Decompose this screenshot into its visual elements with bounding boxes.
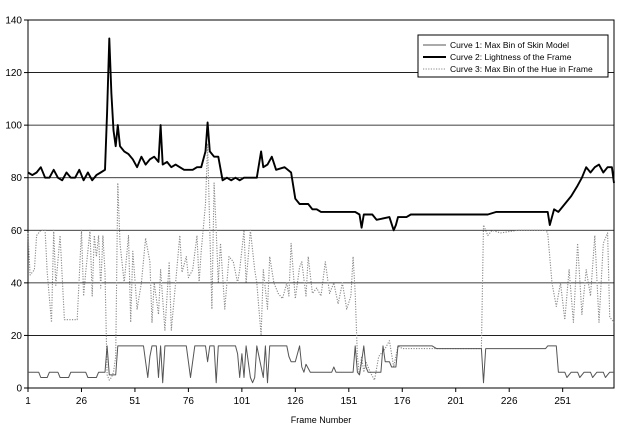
x-tick-label: 26 bbox=[76, 396, 88, 407]
x-tick-label: 226 bbox=[501, 396, 518, 407]
series-line-2 bbox=[27, 37, 615, 232]
y-tick-label: 0 bbox=[16, 384, 22, 395]
y-tick-label: 140 bbox=[5, 16, 22, 27]
y-tick-label: 20 bbox=[11, 331, 23, 342]
x-tick-label: 1 bbox=[25, 396, 31, 407]
series-line-1 bbox=[28, 345, 614, 384]
x-tick-label: 101 bbox=[234, 396, 251, 407]
x-tick-label: 251 bbox=[554, 396, 571, 407]
y-tick-label: 60 bbox=[11, 226, 23, 237]
x-axis: 1 26 51 76 101 126 151 176 201 226 251 bbox=[25, 388, 571, 407]
series-layer bbox=[27, 37, 615, 384]
x-tick-label: 201 bbox=[447, 396, 464, 407]
y-tick-label: 80 bbox=[11, 173, 23, 184]
legend-label-2: Curve 2: Lightness of the Frame bbox=[450, 52, 572, 62]
y-axis: 0 20 40 60 80 100 120 140 bbox=[5, 16, 28, 395]
plot-frame bbox=[27, 19, 615, 389]
y-tick-label: 40 bbox=[11, 278, 23, 289]
x-tick-label: 176 bbox=[394, 396, 411, 407]
legend-box bbox=[417, 34, 609, 78]
y-tick-label: 100 bbox=[5, 121, 22, 132]
legend-label-3: Curve 3: Max Bin of the Hue in Frame bbox=[450, 64, 593, 74]
x-tick-label: 76 bbox=[183, 396, 195, 407]
x-tick-label: 126 bbox=[287, 396, 304, 407]
legend-label-1: Curve 1: Max Bin of Skin Model bbox=[450, 40, 569, 50]
x-axis-title: Frame Number bbox=[291, 415, 352, 425]
x-tick-label: 51 bbox=[129, 396, 141, 407]
x-tick-label: 151 bbox=[340, 396, 357, 407]
y-tick-label: 120 bbox=[5, 68, 22, 79]
legend: Curve 1: Max Bin of Skin Model Curve 2: L… bbox=[417, 34, 609, 78]
